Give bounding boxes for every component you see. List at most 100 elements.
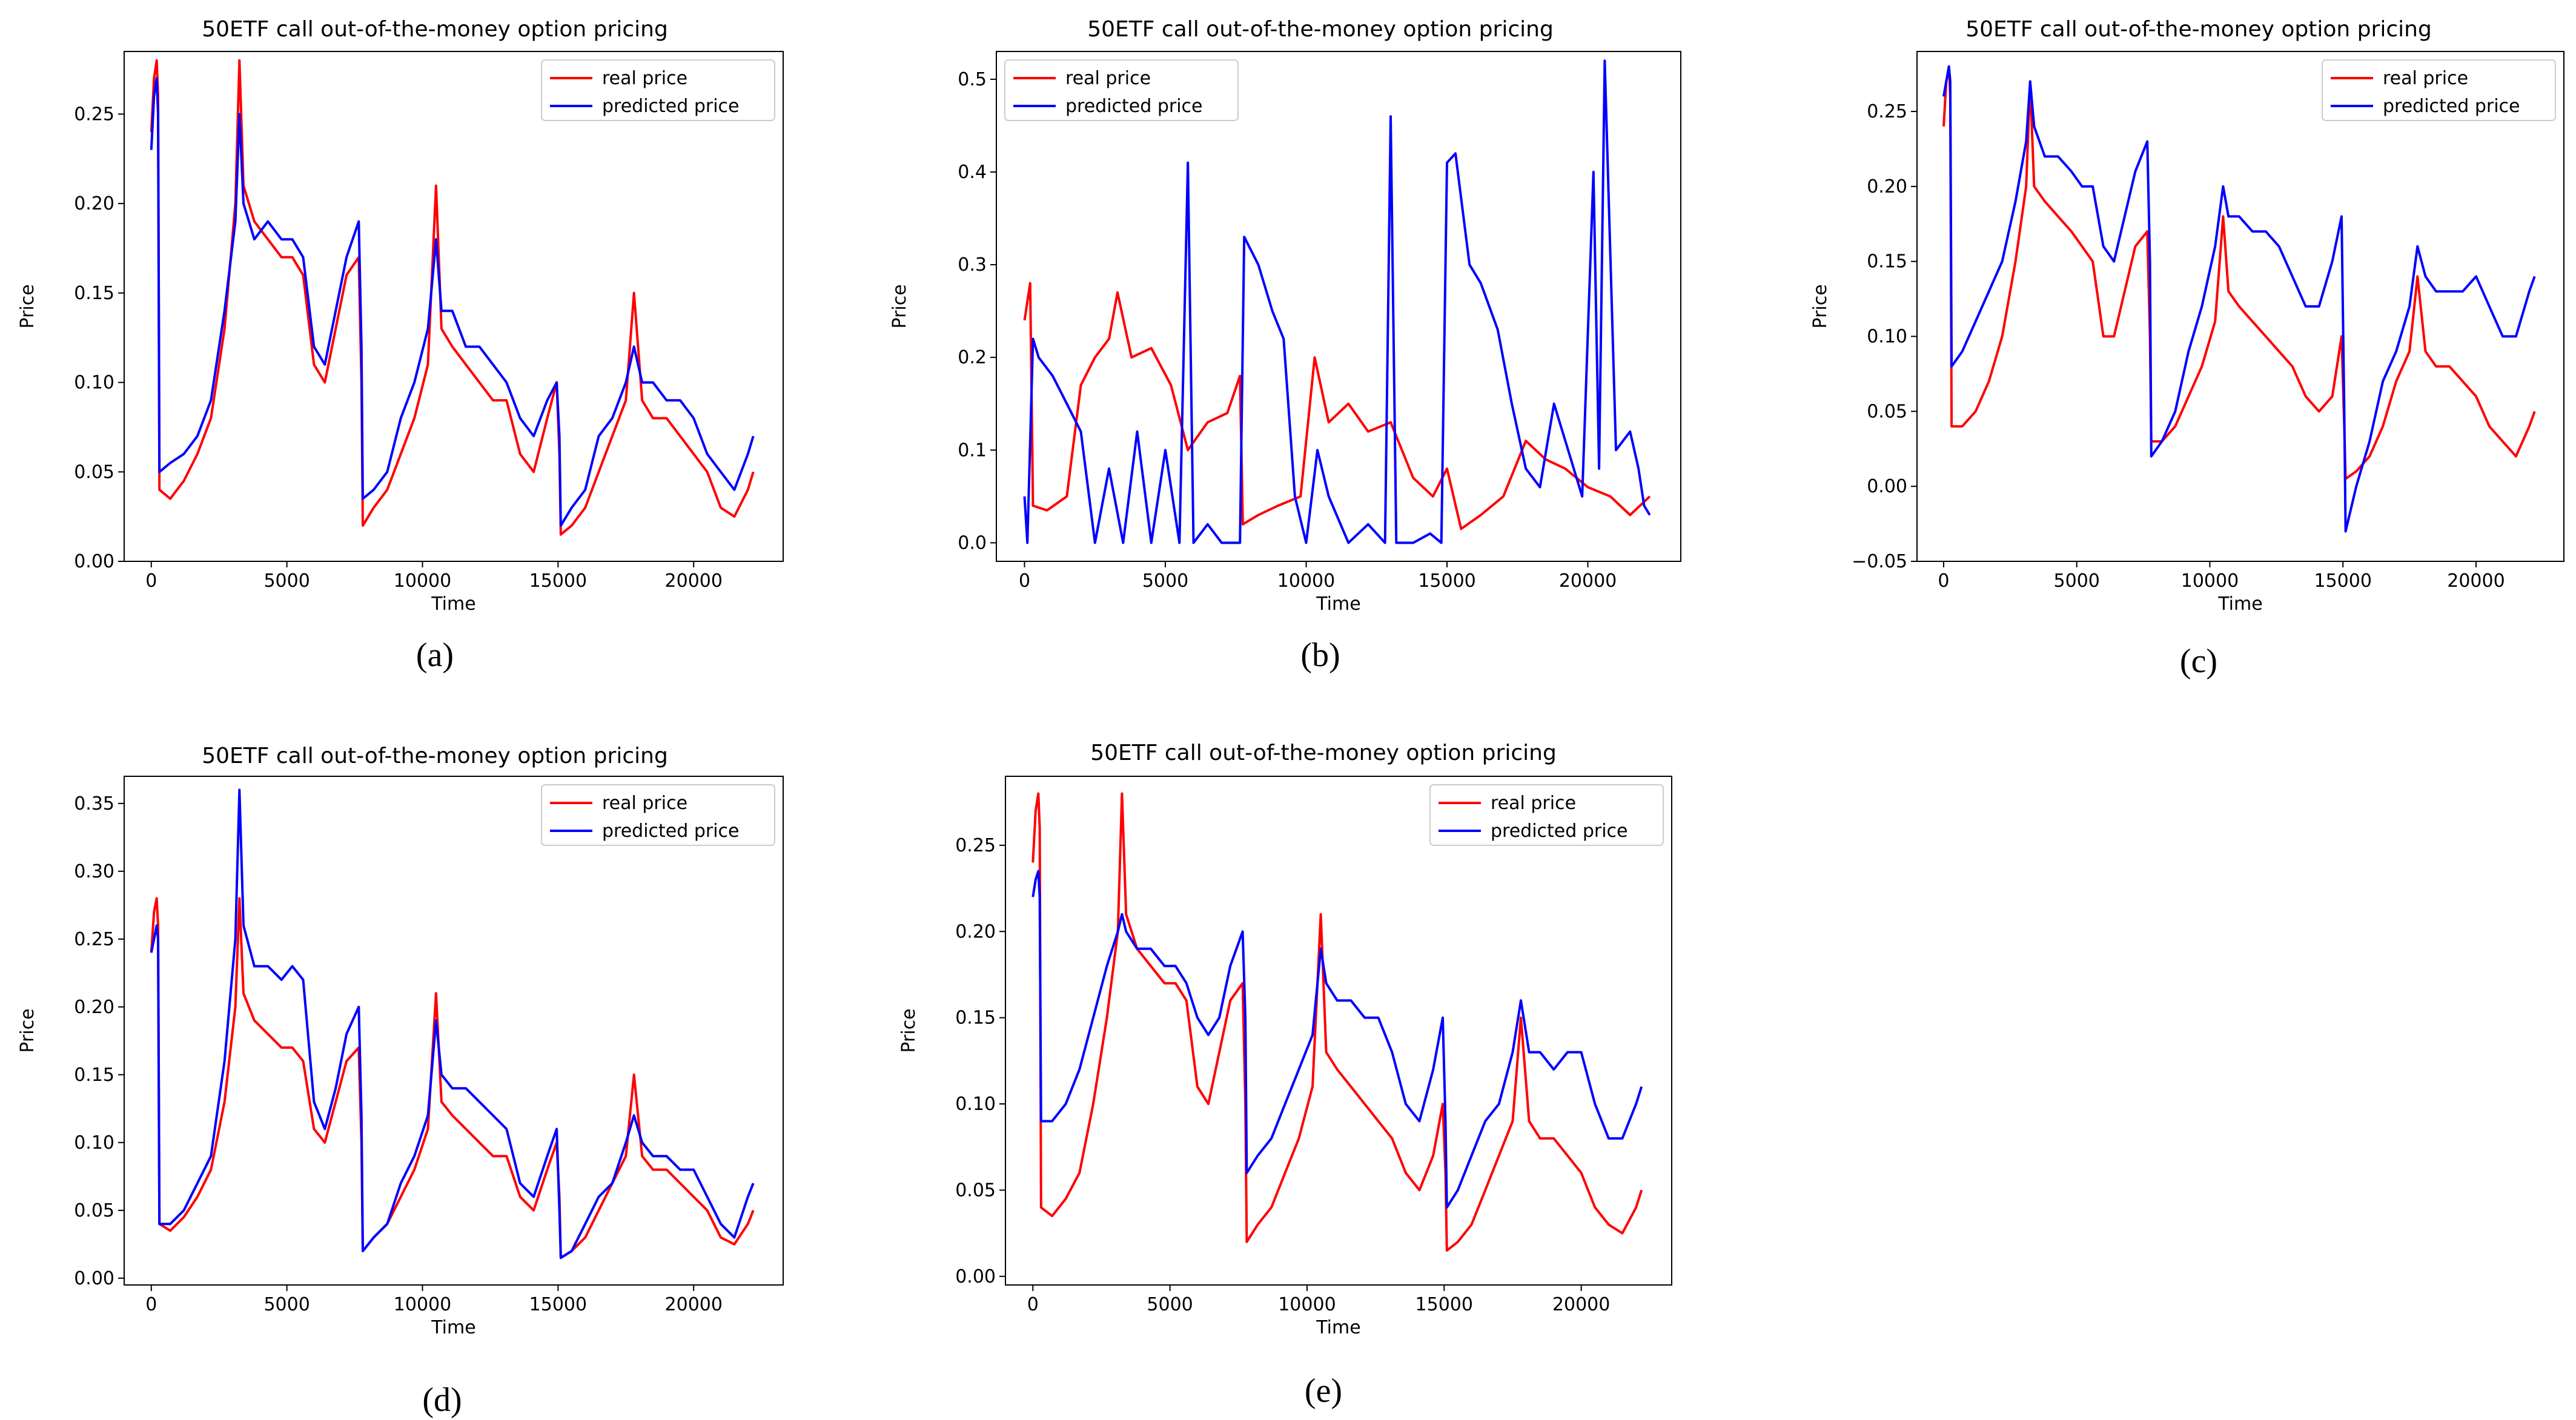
y-axis-label: Price <box>1810 284 1831 328</box>
x-tick-label: 15000 <box>529 570 587 592</box>
legend-box <box>541 59 775 121</box>
x-tick-label: 20000 <box>2447 570 2505 592</box>
x-tick-label: 15000 <box>529 1294 587 1315</box>
legend-label-real-price: real price <box>602 793 687 814</box>
y-tick-label: −0.05 <box>1852 551 1907 572</box>
x-tick-label: 15000 <box>2314 570 2371 592</box>
y-tick-label: 0.05 <box>955 1180 996 1201</box>
chart-title: 50ETF call out-of-the-money option prici… <box>202 17 668 42</box>
series-predicted-price-line <box>150 788 755 1260</box>
x-axis-label: Time <box>1316 593 1360 615</box>
y-tick-label: 0.2 <box>958 347 987 368</box>
plot-area <box>1005 776 1672 1286</box>
y-tick-label: 0.25 <box>74 929 114 950</box>
y-axis-label: Price <box>17 1008 38 1052</box>
x-tick-label: 15000 <box>1418 570 1475 592</box>
y-tick-label: 0.30 <box>74 861 114 882</box>
legend: real price predicted price <box>2322 59 2556 121</box>
chart-title: 50ETF call out-of-the-money option prici… <box>1090 741 1557 765</box>
x-tick-label: 5000 <box>1142 570 1188 592</box>
x-axis-label: Time <box>431 1317 475 1338</box>
series-predicted-price-line <box>1942 65 2536 533</box>
x-axis-label: Time <box>2217 593 2262 615</box>
series-layer <box>1023 59 1651 544</box>
y-tick-label: 0.00 <box>955 1266 996 1287</box>
series-predicted-price-line <box>150 77 755 527</box>
x-tick-label: 20000 <box>665 570 723 592</box>
y-axis-label: Price <box>898 1008 919 1052</box>
legend-label-real-price: real price <box>1491 793 1576 814</box>
y-tick-label: 0.25 <box>955 835 996 856</box>
y-tick-label: 0.15 <box>1867 251 1907 272</box>
series-real-price-line <box>1031 792 1643 1252</box>
series-predicted-price-line <box>1023 59 1651 544</box>
chart-panel-e: 50ETF call out-of-the-money option prici… <box>898 741 1672 1410</box>
subfigure-caption: (e) <box>1305 1372 1342 1410</box>
legend-label-real-price: real price <box>602 68 687 89</box>
plot-area <box>124 776 784 1286</box>
chart-panel-b: 50ETF call out-of-the-money option prici… <box>889 17 1681 674</box>
legend: real price predicted price <box>541 784 775 846</box>
y-tick-label: 0.20 <box>74 193 114 214</box>
subfigure-caption: (d) <box>422 1381 462 1419</box>
subfigure-caption: (b) <box>1300 636 1340 674</box>
chart-panel-c: 50ETF call out-of-the-money option prici… <box>1810 17 2564 680</box>
x-tick-label: 0 <box>145 1294 157 1315</box>
chart-panel-a: 50ETF call out-of-the-money option prici… <box>17 17 784 674</box>
legend-label-predicted-price: predicted price <box>602 96 740 117</box>
chart-panel-d: 50ETF call out-of-the-money option prici… <box>17 744 784 1419</box>
y-tick-label: 0.15 <box>74 1065 114 1086</box>
x-tick-label: 10000 <box>394 570 451 592</box>
chart-title: 50ETF call out-of-the-money option prici… <box>202 744 668 768</box>
y-tick-label: 0.5 <box>958 69 987 90</box>
y-tick-label: 0.20 <box>74 997 114 1018</box>
legend-label-real-price: real price <box>2383 68 2468 89</box>
chart-title: 50ETF call out-of-the-money option prici… <box>1965 17 2432 42</box>
y-tick-label: 0.20 <box>1867 176 1907 197</box>
y-tick-label: 0.25 <box>74 104 114 125</box>
legend-box <box>1429 784 1664 846</box>
series-layer <box>150 788 755 1260</box>
ticks-layer: 0 5000 10000 15000 20000 0.00 0.05 0.10 0.15 0.20… <box>74 793 723 1315</box>
x-tick-label: 20000 <box>1552 1294 1610 1315</box>
y-tick-label: 0.10 <box>955 1094 996 1115</box>
y-tick-label: 0.05 <box>74 1200 114 1221</box>
subfigure-caption: (c) <box>2180 642 2217 680</box>
y-tick-label: 0.4 <box>958 162 987 183</box>
series-layer <box>150 59 755 536</box>
y-tick-label: 0.00 <box>74 1268 114 1289</box>
y-axis-label: Price <box>17 284 38 328</box>
y-tick-label: 0.35 <box>74 793 114 814</box>
y-tick-label: 0.10 <box>74 1132 114 1154</box>
ticks-layer: 0 5000 10000 15000 20000 0.00 0.05 0.10 0.15 0.20… <box>74 104 723 592</box>
legend-label-real-price: real price <box>1065 68 1151 89</box>
series-predicted-price-line <box>1031 870 1643 1209</box>
x-tick-label: 5000 <box>1147 1294 1193 1315</box>
ticks-layer: 0 5000 10000 15000 20000 0.00 0.05 0.10 0.15 0.20… <box>955 835 1610 1315</box>
chart-title: 50ETF call out-of-the-money option prici… <box>1087 17 1554 42</box>
y-tick-label: 0.00 <box>74 551 114 572</box>
x-axis-label: Time <box>1316 1317 1360 1338</box>
x-tick-label: 0 <box>1938 570 1949 592</box>
x-tick-label: 10000 <box>394 1294 451 1315</box>
ticks-layer: 0 5000 10000 15000 20000 0.0 0.1 0.2 0.3 0.4 0.5 <box>958 69 1617 592</box>
y-tick-label: 0.00 <box>1867 476 1907 497</box>
legend: real price predicted price <box>1004 59 1239 121</box>
x-tick-label: 10000 <box>1278 1294 1336 1315</box>
x-tick-label: 10000 <box>1277 570 1335 592</box>
x-tick-label: 15000 <box>1415 1294 1473 1315</box>
ticks-layer: 0 5000 10000 15000 20000 −0.05 0.00 0.05 0.10 0.1… <box>1852 101 2505 592</box>
legend: real price predicted price <box>541 59 775 121</box>
y-tick-label: 0.3 <box>958 254 987 276</box>
y-tick-label: 0.20 <box>955 921 996 942</box>
legend: real price predicted price <box>1429 784 1664 846</box>
series-layer <box>1942 65 2536 533</box>
legend-box <box>2322 59 2556 121</box>
x-tick-label: 0 <box>1019 570 1030 592</box>
plot-area <box>124 51 784 562</box>
y-tick-label: 0.05 <box>74 461 114 483</box>
x-tick-label: 0 <box>1027 1294 1039 1315</box>
series-layer <box>1031 792 1643 1252</box>
legend-label-predicted-price: predicted price <box>602 821 740 842</box>
